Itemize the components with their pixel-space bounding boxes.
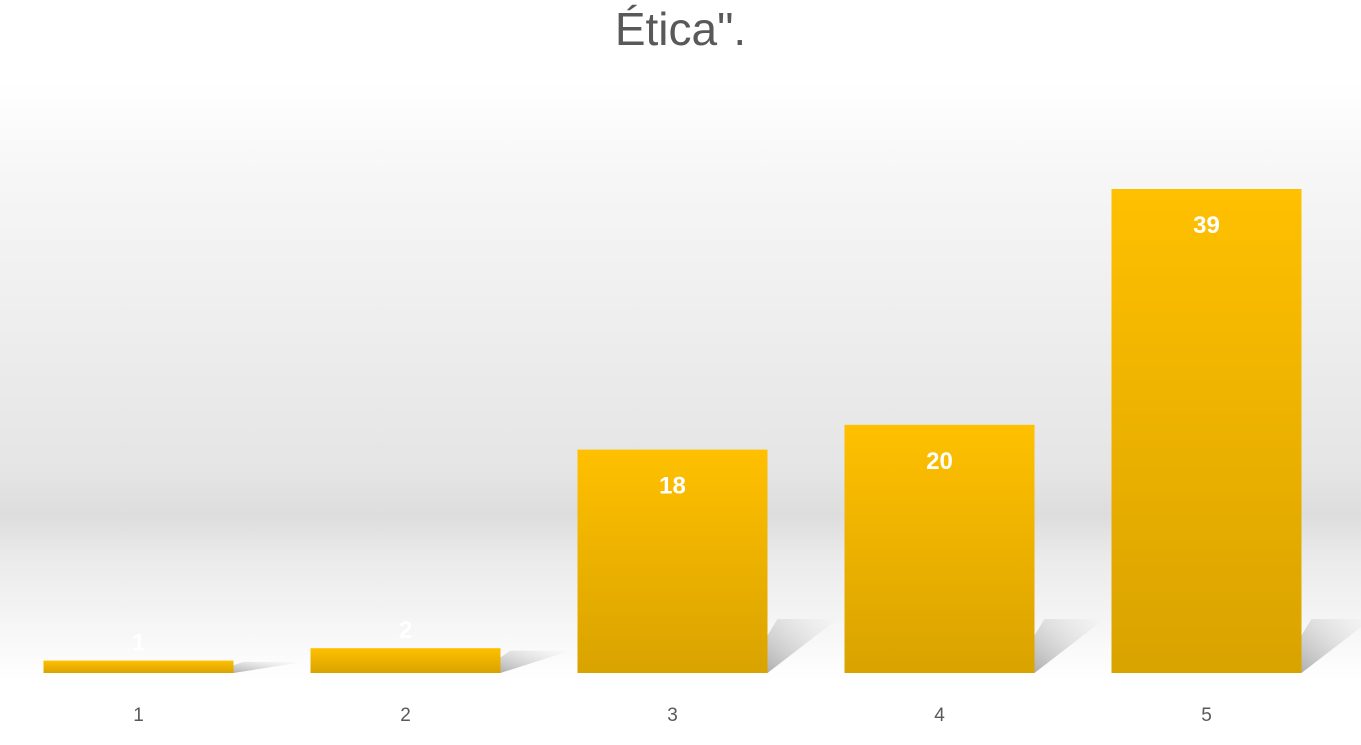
x-tick-label: 3 — [667, 705, 678, 726]
bars — [43, 189, 1302, 673]
data-label: 18 — [659, 473, 686, 500]
data-label: 1 — [132, 630, 145, 657]
bar-4 — [844, 424, 1035, 673]
data-labels: 1 2 18 20 39 — [132, 212, 1220, 657]
bar-1 — [43, 660, 234, 673]
data-label: 20 — [926, 448, 953, 475]
chart-title: Ética". — [614, 3, 747, 55]
bar-2 — [310, 648, 501, 673]
x-tick-label: 1 — [133, 705, 144, 726]
x-tick-label: 4 — [934, 705, 945, 726]
bar-shadow — [1034, 619, 1105, 673]
data-label: 2 — [399, 617, 412, 644]
x-axis-ticks: 1 2 3 4 5 — [133, 705, 1212, 726]
bar-shadow — [500, 650, 571, 673]
bar-shadow — [1301, 619, 1361, 673]
data-label: 39 — [1193, 212, 1220, 239]
bar-3 — [577, 449, 768, 673]
bar-shadow — [233, 661, 304, 673]
bar-shadows — [233, 619, 1361, 673]
x-tick-label: 5 — [1201, 705, 1212, 726]
bar-shadow — [767, 619, 838, 673]
bar-5 — [1111, 189, 1302, 673]
x-tick-label: 2 — [400, 705, 411, 726]
